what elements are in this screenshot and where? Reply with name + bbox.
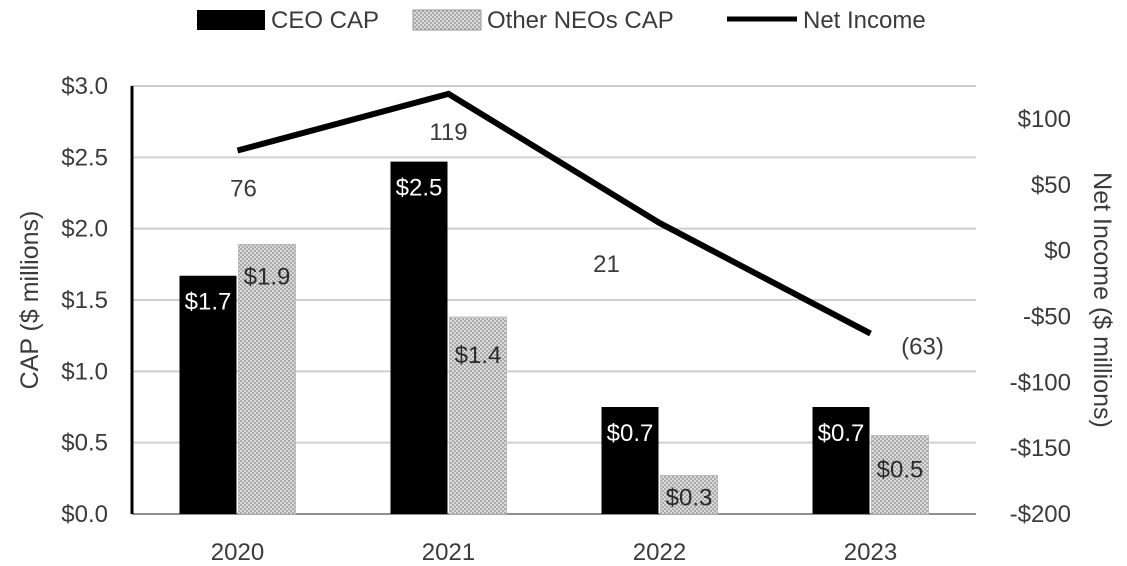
data-label-net-income: 119 <box>429 119 467 146</box>
left-axis-tick-label: $0.5 <box>61 430 108 457</box>
bar-other-neos-cap <box>238 243 296 515</box>
right-axis-tick-label: -$50 <box>1023 303 1071 330</box>
right-axis-title: Net Income ($ millions) <box>1088 172 1116 428</box>
net-income-line <box>236 90 872 337</box>
bar-ceo-cap <box>179 275 237 514</box>
right-axis-tick-label: -$100 <box>1010 369 1071 396</box>
x-axis-labels: 2020 2021 2022 2023 <box>211 539 897 566</box>
x-axis-tick-label: 2021 <box>422 539 475 566</box>
x-axis-tick-label: 2020 <box>211 539 264 566</box>
left-axis-tick-label: $3.0 <box>61 73 108 100</box>
bars <box>179 161 929 515</box>
data-label-net-income: (63) <box>901 334 944 361</box>
right-axis-tick-label: -$150 <box>1010 435 1071 462</box>
bar-other-neos-cap <box>660 474 718 515</box>
left-axis-ticks: $0.0 $0.5 $1.0 $1.5 $2.0 $2.5 $3.0 <box>61 73 108 528</box>
legend: CEO CAP Other NEOs CAP Net Income <box>197 7 926 34</box>
right-axis-tick-label: $50 <box>1031 172 1071 199</box>
legend-label-net-income: Net Income <box>803 7 926 34</box>
data-label-ceo-cap: $0.7 <box>607 420 654 447</box>
bar-other-neos-cap <box>449 316 507 515</box>
legend-label-ceo-cap: CEO CAP <box>271 7 379 34</box>
bar-ceo-cap <box>812 407 870 514</box>
left-axis-tick-label: $0.0 <box>61 501 108 528</box>
legend-label-other-neos-cap: Other NEOs CAP <box>487 7 674 34</box>
data-label-ceo-cap: $0.7 <box>818 420 865 447</box>
data-label-ceo-cap: $1.7 <box>185 289 232 316</box>
data-labels: $1.7 $1.9 $2.5 $1.4 $0.7 $0.3 $0.7 $0.5 76 119 21 (… <box>185 119 944 512</box>
legend-swatch-ceo-cap <box>197 10 265 30</box>
bar-ceo-cap <box>390 161 448 514</box>
legend-swatch-other-neos-cap <box>412 9 482 31</box>
right-axis-tick-label: -$200 <box>1010 501 1071 528</box>
right-axis-ticks: $100 $50 $0 -$50 -$100 -$150 -$200 <box>1010 106 1071 528</box>
data-label-net-income: 76 <box>230 176 257 203</box>
bar-other-neos-cap <box>871 435 929 515</box>
data-label-other-neos-cap: $1.9 <box>244 263 291 290</box>
data-label-other-neos-cap: $0.5 <box>877 457 924 484</box>
right-axis-tick-label: $0 <box>1044 238 1071 265</box>
x-axis-tick-label: 2022 <box>633 539 686 566</box>
left-axis-title: CAP ($ millions) <box>16 211 44 390</box>
right-axis-tick-label: $100 <box>1018 106 1071 133</box>
left-axis-tick-label: $2.0 <box>61 216 108 243</box>
x-axis-tick-label: 2023 <box>844 539 897 566</box>
left-axis-tick-label: $2.5 <box>61 144 108 171</box>
bar-ceo-cap <box>601 407 659 514</box>
data-label-other-neos-cap: $1.4 <box>455 342 502 369</box>
left-axis-tick-label: $1.5 <box>61 287 108 314</box>
data-label-other-neos-cap: $0.3 <box>666 484 713 511</box>
data-label-net-income: 21 <box>593 251 620 278</box>
net-income-line-group <box>236 90 872 337</box>
left-axis-tick-label: $1.0 <box>61 358 108 385</box>
data-label-ceo-cap: $2.5 <box>396 175 443 202</box>
